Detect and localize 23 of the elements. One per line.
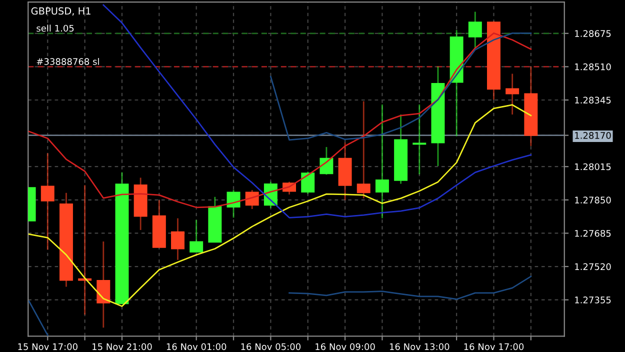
line-series (28, 104, 532, 307)
y-tick-label: 1.27520 (575, 263, 611, 270)
line-series (102, 4, 532, 218)
x-tick-label: 16 Nov 13:00 (390, 343, 450, 350)
x-tick-label: 16 Nov 17:00 (464, 343, 524, 350)
y-tick-label: 1.28345 (575, 96, 611, 104)
y-tick-label: 1.27355 (575, 296, 611, 304)
x-tick-label: 16 Nov 09:00 (316, 343, 375, 350)
y-tick-label: 1.27685 (575, 230, 611, 237)
y-tick-label: 1.28015 (575, 163, 611, 170)
y-tick-label: 1.28510 (575, 63, 611, 70)
ref-line-label: sell 1.05 (36, 24, 74, 32)
chart-title: GBPUSD, H1 (31, 7, 90, 16)
y-tick-label: 1.28675 (575, 30, 611, 37)
x-tick-label: 16 Nov 01:00 (166, 343, 226, 350)
line-series (28, 32, 532, 208)
line-series (270, 32, 532, 141)
ref-line-label: #33888768 sl (36, 58, 99, 65)
x-tick-label: 15 Nov 21:00 (92, 343, 152, 350)
x-tick-label: 16 Nov 05:00 (241, 343, 301, 350)
x-tick-label: 15 Nov 17:00 (18, 343, 78, 350)
y-tick-label: 1.27850 (575, 196, 611, 204)
y-tick-label: 1.28170 (575, 132, 611, 139)
